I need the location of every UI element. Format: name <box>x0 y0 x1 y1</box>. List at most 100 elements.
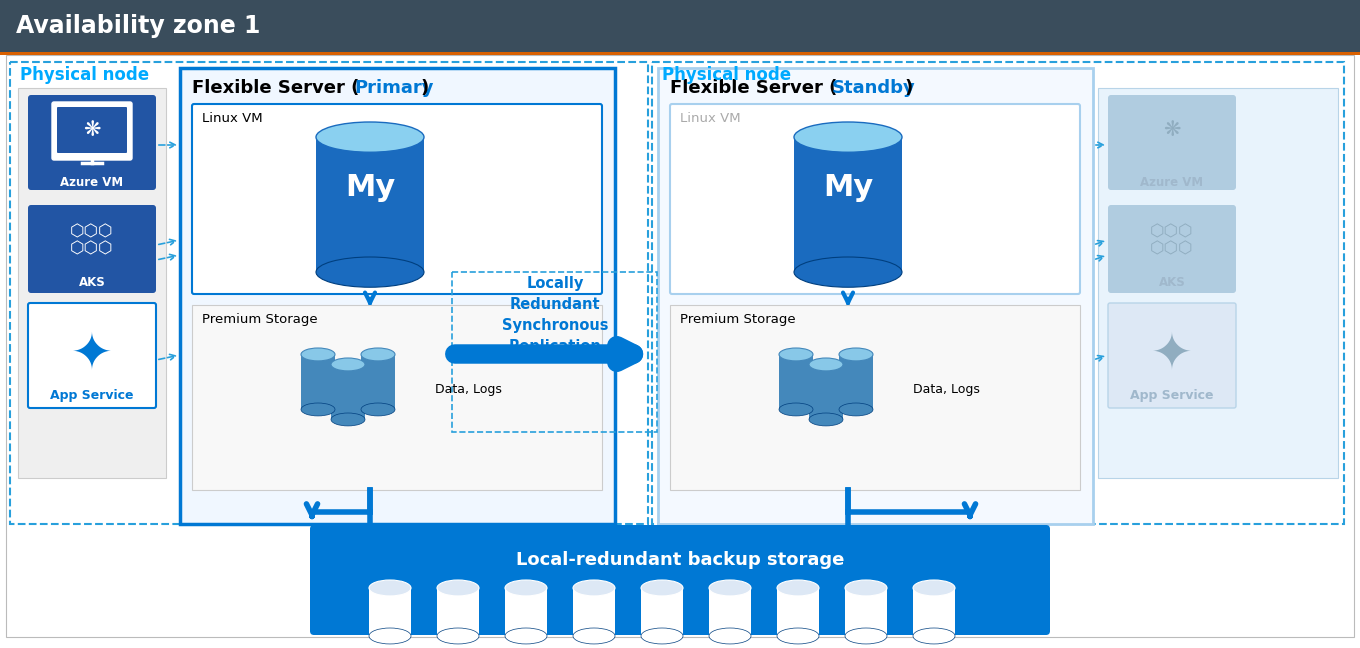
Bar <box>1098 88 1338 478</box>
Text: App Service: App Service <box>50 389 133 402</box>
Ellipse shape <box>330 358 364 371</box>
Ellipse shape <box>437 580 479 596</box>
Ellipse shape <box>913 628 955 644</box>
Ellipse shape <box>369 628 411 644</box>
FancyBboxPatch shape <box>52 102 132 160</box>
FancyBboxPatch shape <box>29 205 156 293</box>
Bar <box>709 588 751 636</box>
Ellipse shape <box>573 628 615 644</box>
Bar <box>913 588 955 636</box>
Ellipse shape <box>839 348 873 361</box>
Text: ⬡⬡⬡
⬡⬡⬡: ⬡⬡⬡ ⬡⬡⬡ <box>1151 223 1194 257</box>
Bar <box>839 354 873 410</box>
Ellipse shape <box>301 348 335 361</box>
Text: Primary: Primary <box>354 79 434 97</box>
Ellipse shape <box>779 348 813 361</box>
Text: App Service: App Service <box>1130 389 1213 402</box>
Ellipse shape <box>794 122 902 152</box>
Ellipse shape <box>809 413 843 426</box>
Bar <box>180 68 615 524</box>
Text: Data, Logs: Data, Logs <box>435 384 502 397</box>
Ellipse shape <box>709 628 751 644</box>
Bar <box>5 55 1355 637</box>
Ellipse shape <box>573 580 615 596</box>
Text: Linux VM: Linux VM <box>203 111 262 124</box>
Bar <box>330 364 364 419</box>
Ellipse shape <box>369 580 411 596</box>
Bar <box>809 364 843 419</box>
Ellipse shape <box>779 403 813 416</box>
Bar <box>18 88 166 478</box>
Ellipse shape <box>437 628 479 644</box>
Ellipse shape <box>709 580 751 596</box>
Bar <box>845 588 887 636</box>
Text: Physical node: Physical node <box>662 66 792 84</box>
Ellipse shape <box>301 403 335 416</box>
Ellipse shape <box>845 580 887 596</box>
Bar <box>360 354 394 410</box>
Bar <box>794 137 902 272</box>
Text: Availability zone 1: Availability zone 1 <box>16 14 260 38</box>
Text: ❋: ❋ <box>1163 120 1180 140</box>
Text: Local-redundant backup storage: Local-redundant backup storage <box>515 551 845 569</box>
Text: Standby: Standby <box>832 79 915 97</box>
Bar <box>452 272 657 432</box>
Bar <box>0 52 1360 55</box>
Ellipse shape <box>913 580 955 596</box>
Bar <box>192 305 602 490</box>
Text: Linux VM: Linux VM <box>680 111 741 124</box>
Text: Flexible Server (: Flexible Server ( <box>670 79 838 97</box>
Ellipse shape <box>641 580 683 596</box>
Ellipse shape <box>777 580 819 596</box>
Text: Azure VM: Azure VM <box>1141 176 1204 189</box>
Text: Azure VM: Azure VM <box>60 176 124 189</box>
Text: My: My <box>345 174 396 202</box>
Text: ): ) <box>904 79 913 97</box>
Text: Premium Storage: Premium Storage <box>680 314 796 327</box>
Bar <box>651 62 1344 524</box>
Text: Data, Logs: Data, Logs <box>913 384 979 397</box>
Bar <box>369 588 411 636</box>
Text: Physical node: Physical node <box>20 66 150 84</box>
Ellipse shape <box>794 257 902 287</box>
FancyBboxPatch shape <box>1108 95 1236 190</box>
Bar <box>779 354 813 410</box>
Bar <box>505 588 547 636</box>
Ellipse shape <box>839 403 873 416</box>
Ellipse shape <box>316 122 424 152</box>
Ellipse shape <box>505 580 547 596</box>
FancyBboxPatch shape <box>1108 205 1236 293</box>
Bar <box>658 68 1093 524</box>
Bar <box>301 354 335 410</box>
FancyBboxPatch shape <box>192 104 602 294</box>
FancyBboxPatch shape <box>1108 303 1236 408</box>
Bar <box>670 305 1080 490</box>
Ellipse shape <box>316 257 424 287</box>
FancyBboxPatch shape <box>57 107 126 153</box>
Text: ✦: ✦ <box>1151 331 1193 379</box>
Ellipse shape <box>330 413 364 426</box>
Ellipse shape <box>641 628 683 644</box>
Bar <box>777 588 819 636</box>
Text: Premium Storage: Premium Storage <box>203 314 318 327</box>
Text: ❋: ❋ <box>83 120 101 140</box>
Ellipse shape <box>777 628 819 644</box>
Ellipse shape <box>360 348 394 361</box>
Ellipse shape <box>505 628 547 644</box>
FancyBboxPatch shape <box>310 525 1050 635</box>
Text: Locally
Redundant
Synchronous
Replication: Locally Redundant Synchronous Replicatio… <box>502 276 608 354</box>
Text: AKS: AKS <box>1159 277 1186 290</box>
Text: ✦: ✦ <box>71 331 113 379</box>
FancyBboxPatch shape <box>670 104 1080 294</box>
Bar <box>316 137 424 272</box>
Text: Flexible Server (: Flexible Server ( <box>192 79 359 97</box>
FancyBboxPatch shape <box>29 303 156 408</box>
Text: ): ) <box>420 79 428 97</box>
Text: ⬡⬡⬡
⬡⬡⬡: ⬡⬡⬡ ⬡⬡⬡ <box>71 223 114 257</box>
Bar <box>573 588 615 636</box>
Ellipse shape <box>809 358 843 371</box>
FancyBboxPatch shape <box>29 95 156 190</box>
Bar <box>10 62 647 524</box>
Bar <box>0 0 1360 52</box>
Ellipse shape <box>845 628 887 644</box>
